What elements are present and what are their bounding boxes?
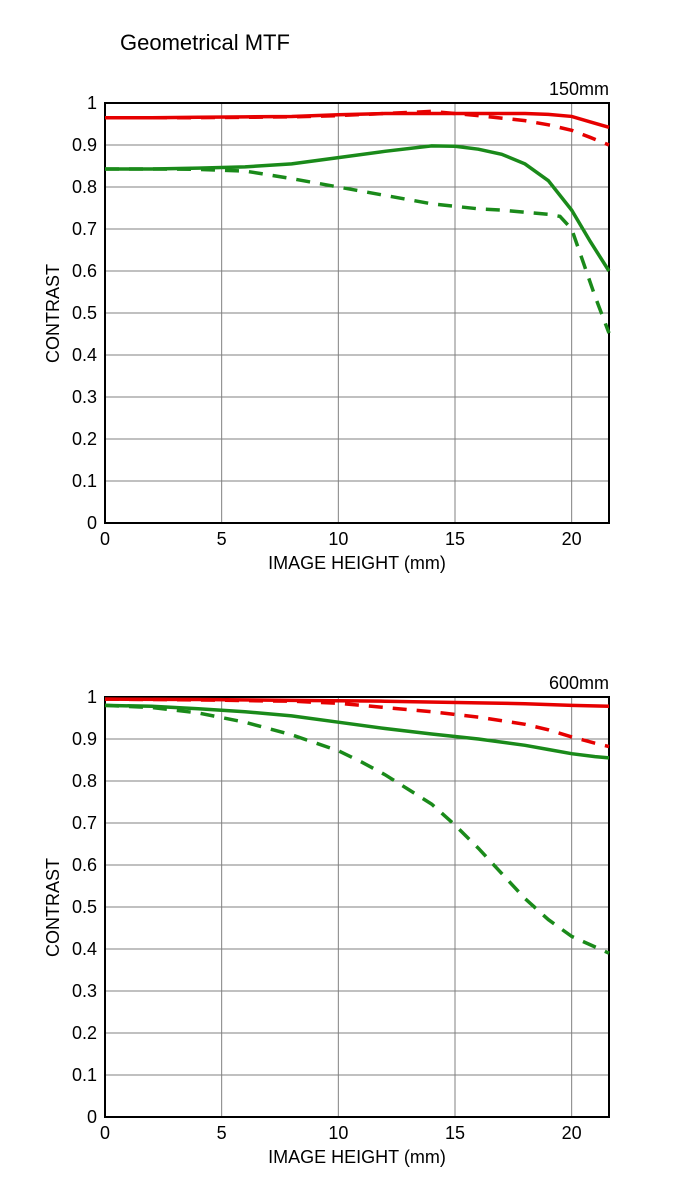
ytick: 0.6: [72, 855, 97, 876]
ytick: 1: [87, 687, 97, 708]
series-red-solid: [105, 114, 609, 128]
ytick: 0.5: [72, 303, 97, 324]
ytick: 0.9: [72, 135, 97, 156]
xtick: 0: [90, 1123, 120, 1144]
focal-length-label: 150mm: [529, 79, 609, 100]
x-axis-label: IMAGE HEIGHT (mm): [105, 553, 609, 574]
ytick: 0.1: [72, 471, 97, 492]
xtick: 20: [557, 529, 587, 550]
series-green-dashed: [105, 169, 609, 333]
xtick: 20: [557, 1123, 587, 1144]
ytick: 0.6: [72, 261, 97, 282]
xtick: 15: [440, 529, 470, 550]
xtick: 10: [323, 1123, 353, 1144]
ytick: 0.3: [72, 981, 97, 1002]
series-green-solid: [105, 705, 609, 758]
focal-length-label: 600mm: [529, 673, 609, 694]
ytick: 0.8: [72, 771, 97, 792]
y-axis-label: CONTRAST: [43, 858, 64, 957]
y-axis-label: CONTRAST: [43, 264, 64, 363]
ytick: 0.1: [72, 1065, 97, 1086]
series-green-dashed: [105, 705, 609, 953]
xtick: 0: [90, 529, 120, 550]
xtick: 15: [440, 1123, 470, 1144]
series-red-solid: [105, 699, 609, 706]
xtick: 5: [207, 529, 237, 550]
ytick: 0.4: [72, 345, 97, 366]
xtick: 5: [207, 1123, 237, 1144]
series-red-dashed: [105, 699, 609, 746]
ytick: 0.7: [72, 813, 97, 834]
ytick: 0.7: [72, 219, 97, 240]
ytick: 0.8: [72, 177, 97, 198]
page-title: Geometrical MTF: [120, 30, 290, 56]
ytick: 0.3: [72, 387, 97, 408]
ytick: 0.2: [72, 429, 97, 450]
x-axis-label: IMAGE HEIGHT (mm): [105, 1147, 609, 1168]
ytick: 0.9: [72, 729, 97, 750]
series-green-solid: [105, 146, 609, 271]
ytick: 0.4: [72, 939, 97, 960]
xtick: 10: [323, 529, 353, 550]
series-red-dashed: [105, 111, 609, 145]
ytick: 1: [87, 93, 97, 114]
ytick: 0.2: [72, 1023, 97, 1044]
ytick: 0.5: [72, 897, 97, 918]
